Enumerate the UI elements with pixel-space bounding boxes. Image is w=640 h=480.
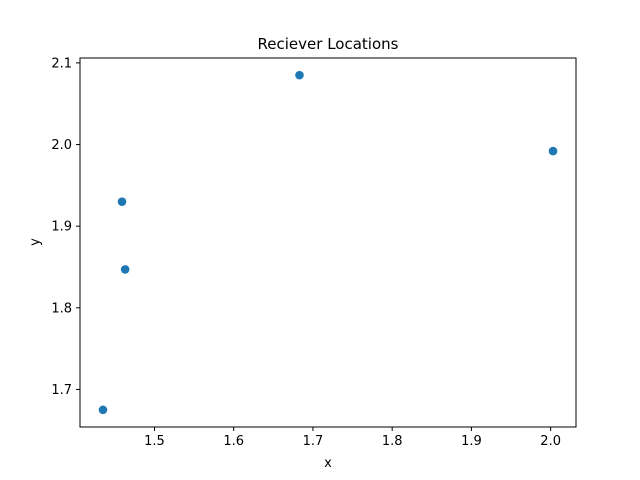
tick-layer: 1.5 1.6 1.7 1.8 1.9 2.0 1.7 1.8 1.9 2.0 2.1 [51, 56, 561, 449]
data-point [295, 70, 304, 80]
y-axis-label: y [28, 238, 43, 246]
x-tick-label: 1.7 [303, 434, 324, 449]
data-point-layer [98, 70, 558, 415]
data-point [98, 405, 108, 415]
y-tick-label: 1.7 [51, 383, 72, 398]
x-axis-label: x [324, 456, 332, 471]
y-tick-label: 2.1 [51, 56, 72, 71]
plot-area-frame [79, 57, 577, 428]
y-tick-label: 1.9 [51, 220, 72, 235]
data-point [120, 265, 130, 274]
x-tick-label: 1.5 [144, 434, 165, 449]
data-point [117, 197, 127, 206]
x-tick-label: 1.6 [223, 434, 244, 449]
y-tick-label: 1.8 [51, 301, 72, 316]
x-tick-label: 2.0 [540, 434, 561, 449]
x-tick-label: 1.9 [461, 434, 482, 449]
x-tick-label: 1.8 [382, 434, 403, 449]
data-point [548, 146, 558, 156]
chart-title: Reciever Locations [258, 35, 399, 53]
y-tick-label: 2.0 [51, 138, 72, 153]
